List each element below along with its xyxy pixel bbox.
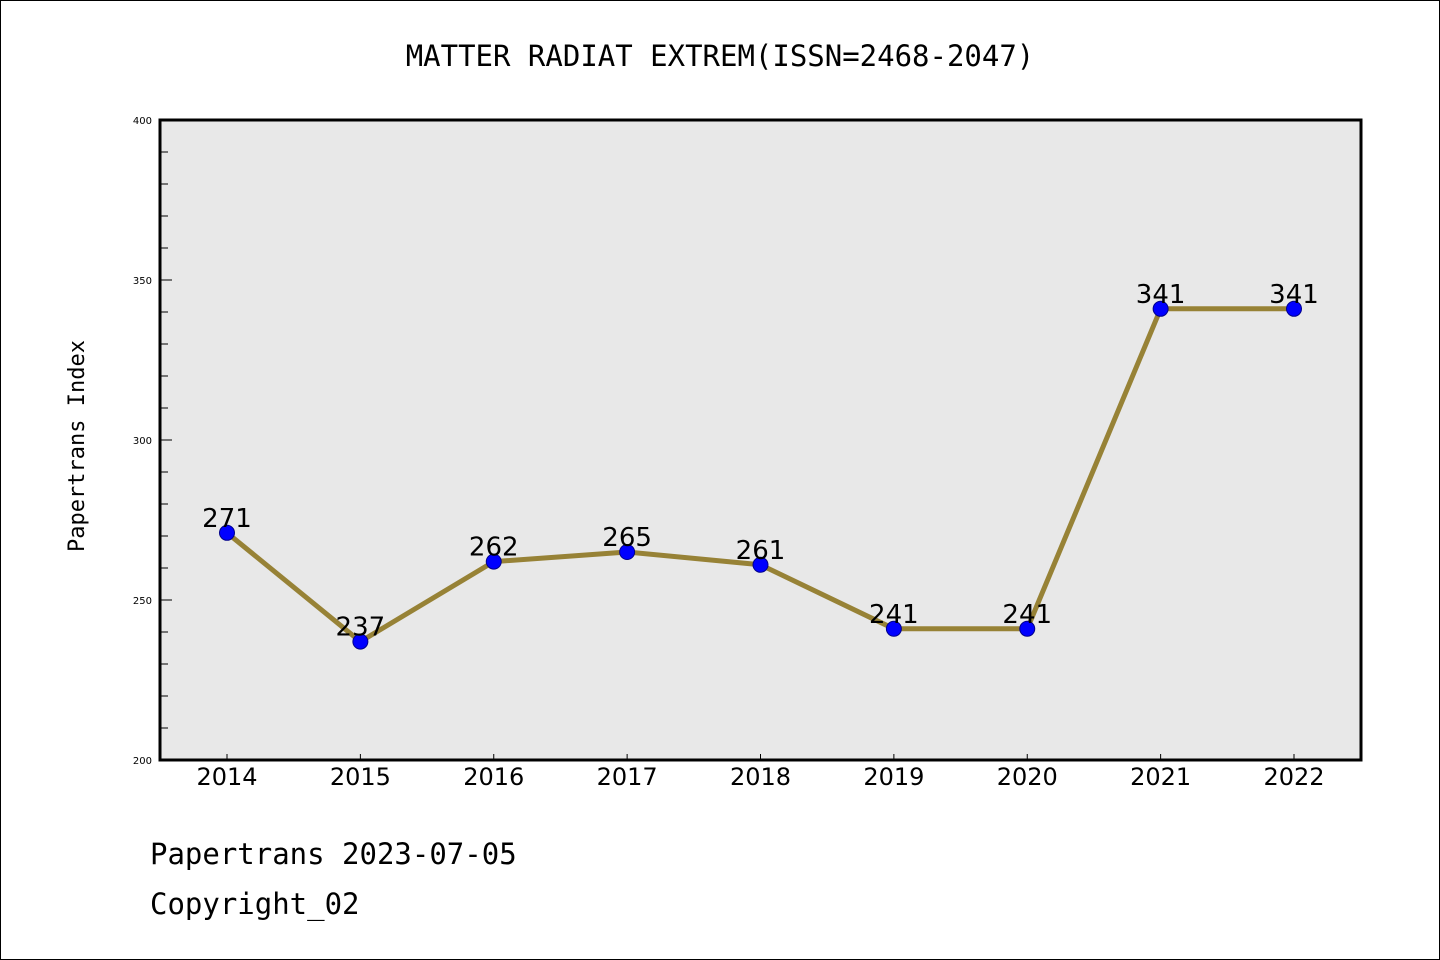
data-point (885, 620, 902, 637)
y-tick-label: 300 (133, 436, 152, 447)
y-tick-label: 350 (133, 276, 152, 287)
footer-copyright: Copyright_02 (150, 887, 360, 922)
data-label: 262 (469, 533, 519, 563)
data-label: 241 (869, 600, 919, 630)
data-label: 261 (736, 536, 786, 566)
data-point (1286, 300, 1302, 317)
x-tick-label: 2018 (730, 763, 791, 791)
x-tick-label: 2014 (196, 763, 257, 791)
y-tick-label: 400 (133, 116, 152, 127)
plot-border (158, 118, 1363, 762)
data-label: 341 (1136, 280, 1186, 310)
x-tick-label: 2019 (863, 763, 924, 791)
data-point (219, 524, 235, 541)
data-label: 341 (1269, 280, 1319, 310)
data-label: 265 (602, 523, 652, 553)
data-label: 237 (336, 613, 386, 643)
chart-title: MATTER RADIAT EXTREM(ISSN=2468-2047) (406, 39, 1035, 73)
data-point (1019, 620, 1036, 637)
y-tick-label: 250 (133, 596, 152, 607)
footer-date: Papertrans 2023-07-05 (150, 837, 517, 871)
plot-area (160, 120, 1361, 760)
data-point (1152, 300, 1169, 317)
x-tick-label: 2016 (463, 763, 524, 791)
data-point (619, 544, 636, 560)
x-tick-label: 2015 (330, 763, 391, 791)
data-label: 241 (1002, 600, 1052, 630)
data-point (752, 556, 769, 573)
x-axis-ticks: 2014 2015 2016 2017 2018 2019 2020 2021 2022 (196, 754, 1325, 791)
x-tick-label: 2017 (597, 763, 658, 791)
y-axis-label: Papertrans Index (65, 340, 90, 552)
x-tick-label: 2022 (1263, 763, 1324, 791)
x-tick-label: 2021 (1130, 763, 1191, 791)
data-label: 271 (202, 504, 252, 534)
series-group: 271 237 262 265 261 241 241 341 341 (202, 280, 1319, 650)
data-point (485, 553, 502, 570)
y-tick-label: 200 (133, 756, 152, 767)
data-point (352, 633, 369, 650)
x-tick-label: 2020 (997, 763, 1058, 791)
